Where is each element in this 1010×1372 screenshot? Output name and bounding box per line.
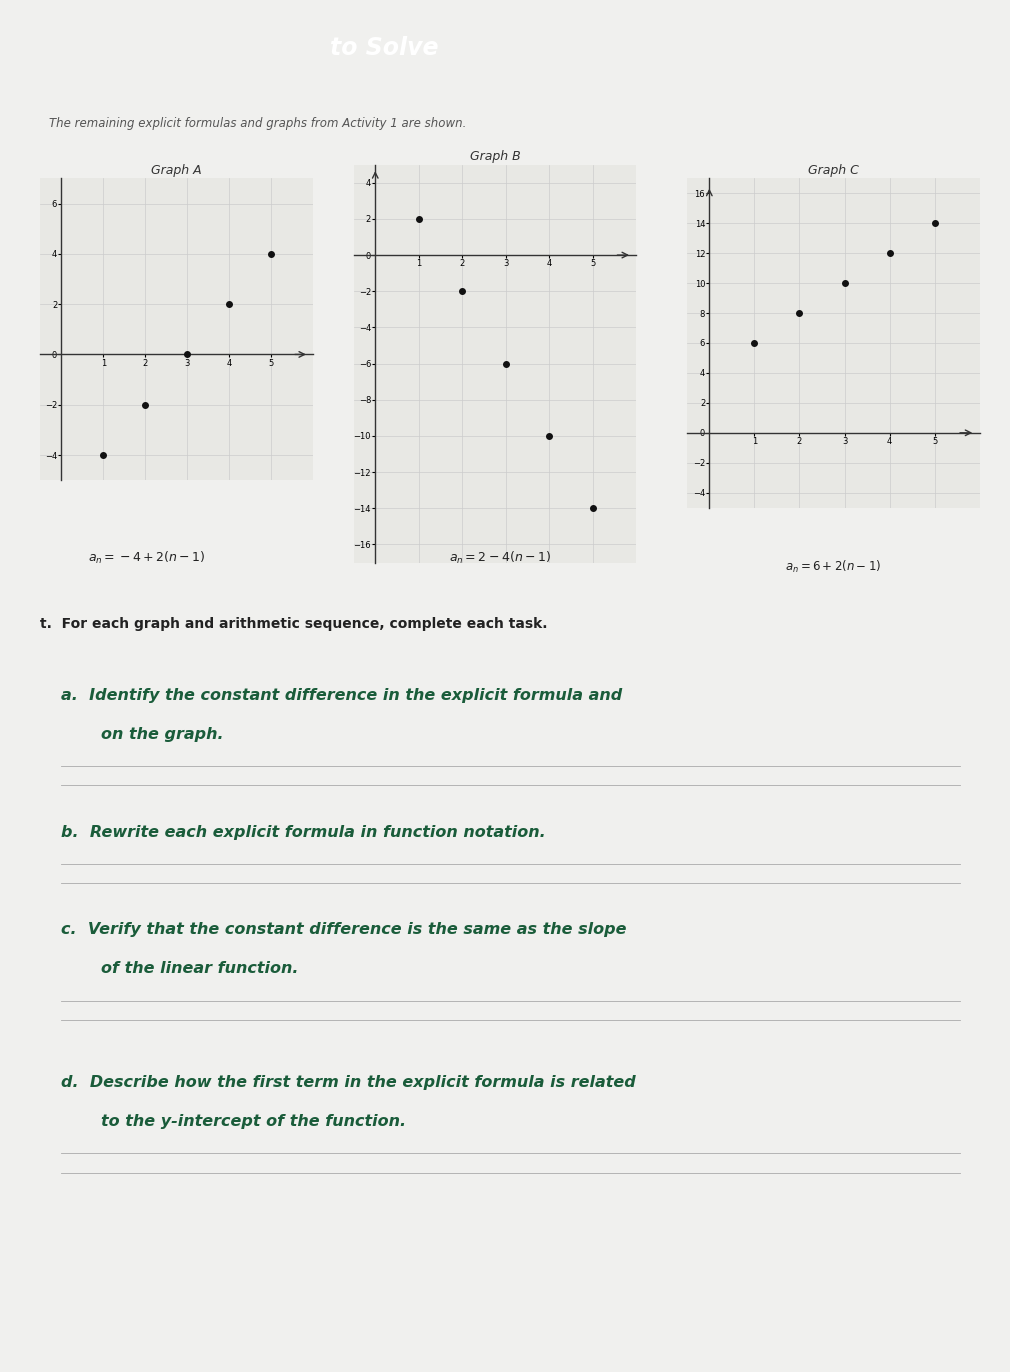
Text: to Solve: to Solve (329, 36, 438, 60)
Text: d.  Describe how the first term in the explicit formula is related: d. Describe how the first term in the ex… (61, 1074, 635, 1089)
Title: Graph C: Graph C (808, 165, 858, 177)
Text: $a_n = -4 + 2(n - 1)$: $a_n = -4 + 2(n - 1)$ (88, 550, 205, 567)
Title: Graph B: Graph B (470, 151, 520, 163)
Title: Graph A: Graph A (152, 165, 202, 177)
Text: c.  Verify that the constant difference is the same as the slope: c. Verify that the constant difference i… (61, 922, 626, 937)
Text: on the graph.: on the graph. (101, 727, 223, 742)
Text: a.  Identify the constant difference in the explicit formula and: a. Identify the constant difference in t… (61, 687, 622, 702)
Text: The remaining explicit formulas and graphs from Activity 1 are shown.: The remaining explicit formulas and grap… (49, 117, 467, 130)
Text: $a_n = 2 - 4(n - 1)$: $a_n = 2 - 4(n - 1)$ (448, 550, 551, 567)
Text: of the linear function.: of the linear function. (101, 962, 299, 977)
Text: $a_n = 6 + 2(n - 1)$: $a_n = 6 + 2(n - 1)$ (785, 558, 882, 575)
Text: b.  Rewrite each explicit formula in function notation.: b. Rewrite each explicit formula in func… (61, 825, 545, 840)
Text: t.  For each graph and arithmetic sequence, complete each task.: t. For each graph and arithmetic sequenc… (40, 617, 547, 631)
Text: to the y-intercept of the function.: to the y-intercept of the function. (101, 1114, 406, 1129)
